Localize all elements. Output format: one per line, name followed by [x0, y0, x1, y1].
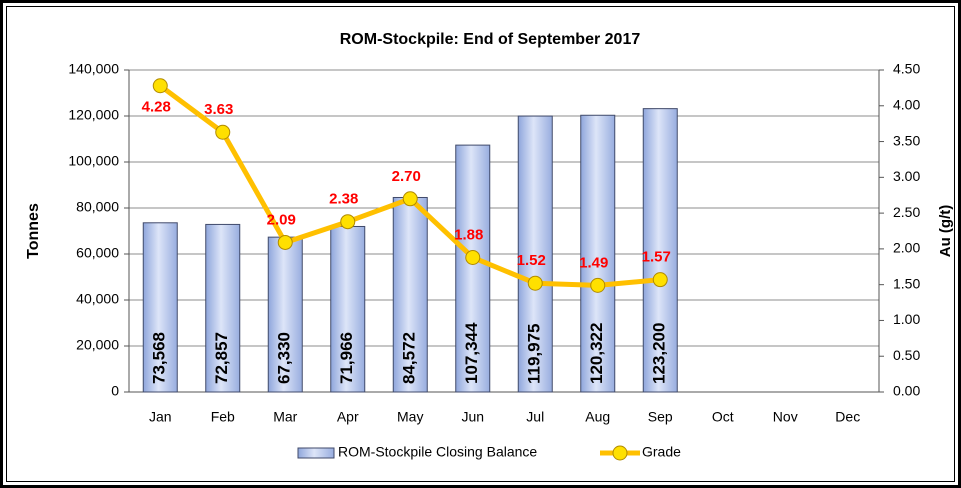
line-value-label: 4.28: [142, 99, 171, 116]
legend-label: ROM-Stockpile Closing Balance: [338, 444, 537, 460]
bar: [455, 144, 491, 393]
line-value-label: 1.49: [579, 254, 608, 271]
bar: [142, 222, 178, 393]
inner-frame: [6, 6, 955, 482]
line-marker: [652, 272, 668, 288]
line-value-label: 2.38: [329, 191, 358, 208]
legend-label: Grade: [642, 444, 681, 460]
bar: [267, 236, 303, 393]
line-value-label: 1.88: [454, 226, 483, 243]
bar: [330, 225, 366, 393]
line-marker: [215, 124, 231, 140]
y-tick-label: 40,000: [76, 291, 119, 307]
bar-value-label: 73,568: [150, 332, 169, 384]
line-value-label: 1.52: [517, 252, 546, 269]
y2-axis-title: Au (g/t): [937, 205, 954, 257]
line-marker: [465, 249, 481, 265]
line-value-label: 3.63: [204, 101, 233, 118]
y2-tick-label: 4.50: [893, 61, 920, 77]
y2-tick-label: 4.00: [893, 96, 920, 112]
bar-value-label: 120,322: [587, 323, 606, 384]
x-tick-label: Oct: [712, 409, 734, 425]
bar-value-label: 107,344: [462, 322, 481, 384]
line-marker: [590, 277, 606, 293]
x-tick-label: Jul: [526, 409, 544, 425]
x-tick-label: Aug: [585, 409, 610, 425]
x-tick-label: Dec: [835, 409, 860, 425]
bar: [205, 223, 241, 393]
x-tick-label: Feb: [211, 409, 235, 425]
y2-tick-label: 3.50: [893, 132, 920, 148]
y2-tick-label: 0.00: [893, 383, 920, 399]
y-tick-label: 120,000: [68, 107, 119, 123]
y-tick-label: 60,000: [76, 245, 119, 261]
y2-tick-label: 0.50: [893, 347, 920, 363]
y-tick-label: 80,000: [76, 199, 119, 215]
line-marker: [340, 214, 356, 230]
y-tick-label: 100,000: [68, 153, 119, 169]
x-tick-label: May: [397, 409, 423, 425]
y2-tick-label: 1.00: [893, 311, 920, 327]
chart-title: ROM-Stockpile: End of September 2017: [340, 31, 641, 48]
line-marker: [402, 191, 418, 207]
bar-value-label: 84,572: [400, 332, 419, 384]
x-tick-label: Sep: [648, 409, 673, 425]
bar: [392, 196, 428, 393]
line-marker: [527, 275, 543, 291]
line-value-label: 2.09: [267, 211, 296, 228]
x-tick-label: Jun: [461, 409, 484, 425]
bar-value-label: 72,857: [212, 332, 231, 384]
bar-value-label: 123,200: [650, 323, 669, 384]
y-tick-label: 0: [111, 383, 119, 399]
y2-tick-label: 1.50: [893, 275, 920, 291]
x-tick-label: Apr: [337, 409, 359, 425]
legend-swatch: [297, 447, 335, 459]
bar: [580, 114, 616, 393]
bar-value-label: 67,330: [275, 332, 294, 384]
x-tick-label: Nov: [773, 409, 798, 425]
y2-tick-label: 3.00: [893, 168, 920, 184]
line-value-label: 2.70: [392, 168, 421, 185]
line-value-label: 1.57: [642, 249, 671, 266]
bar-value-label: 119,975: [525, 323, 544, 384]
y-tick-label: 140,000: [68, 61, 119, 77]
legend-marker: [612, 445, 628, 461]
y-axis-title: Tonnes: [25, 203, 42, 259]
line-marker: [152, 78, 168, 94]
x-tick-label: Mar: [273, 409, 297, 425]
x-tick-label: Jan: [149, 409, 172, 425]
y-tick-label: 20,000: [76, 337, 119, 353]
y2-tick-label: 2.00: [893, 240, 920, 256]
y2-tick-label: 2.50: [893, 204, 920, 220]
bar-value-label: 71,966: [337, 332, 356, 384]
bar: [642, 108, 678, 393]
line-marker: [277, 234, 293, 250]
bar: [517, 115, 553, 393]
